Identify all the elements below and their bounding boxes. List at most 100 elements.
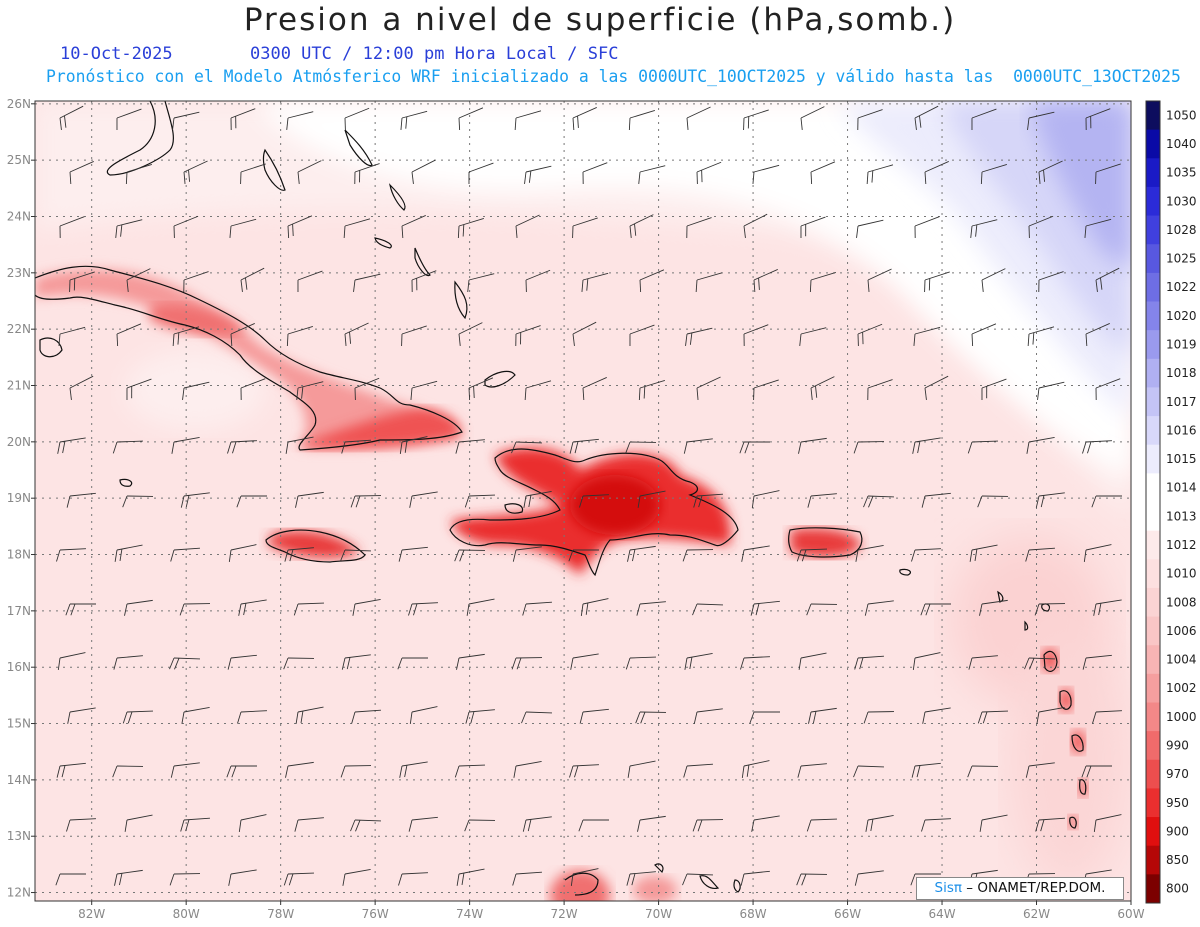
wind-barb xyxy=(512,546,542,562)
credit-box: Sisπ – ONAMET/REP.DOM. xyxy=(916,877,1124,900)
lat-label: 18N xyxy=(7,548,31,562)
wind-barb xyxy=(693,493,723,508)
wind-barb xyxy=(1085,323,1110,347)
wind-barb xyxy=(981,378,1007,401)
colorbar-label: 1013 xyxy=(1166,509,1197,523)
wind-barb xyxy=(524,165,552,184)
colorbar-swatch xyxy=(1146,788,1160,818)
wind-barb xyxy=(293,602,324,616)
wind-barb xyxy=(799,327,827,346)
wind-barb xyxy=(806,818,837,832)
wind-barb xyxy=(739,441,770,454)
wind-barb xyxy=(170,762,200,778)
wind-barb xyxy=(230,323,255,347)
wind-barb xyxy=(58,326,86,346)
colorbar-swatch xyxy=(1146,587,1160,618)
wind-barb xyxy=(170,547,200,562)
wind-barb xyxy=(465,709,495,724)
wind-barb xyxy=(572,321,597,346)
wind-barb xyxy=(515,214,540,238)
colorbar-label: 1004 xyxy=(1166,653,1197,667)
lon-label: 82W xyxy=(78,907,105,921)
lon-label: 60W xyxy=(1117,907,1144,921)
wind-barb xyxy=(181,707,210,724)
wind-barb xyxy=(525,269,551,293)
wind-barb xyxy=(297,160,322,184)
colorbar-label: 1014 xyxy=(1166,481,1197,495)
wind-barb xyxy=(124,599,153,616)
wind-barb xyxy=(638,165,666,184)
colorbar-label: 1018 xyxy=(1166,366,1197,380)
wind-barb xyxy=(686,106,711,130)
wind-barb xyxy=(753,379,779,401)
wind-barb xyxy=(411,159,436,184)
colorbar-label: 1019 xyxy=(1166,337,1197,351)
wind-barb xyxy=(344,107,370,131)
wind-barb xyxy=(1091,495,1122,508)
wind-barb xyxy=(636,601,666,616)
wind-barb xyxy=(66,818,96,832)
colorbar-swatch xyxy=(1146,702,1160,732)
wind-barb xyxy=(468,162,494,185)
wind-barb xyxy=(55,873,86,886)
wind-barb xyxy=(1082,654,1112,670)
wind-barb xyxy=(751,490,780,508)
wind-barb xyxy=(912,652,941,670)
wind-barb xyxy=(686,217,712,239)
colorbar-swatch xyxy=(1146,129,1160,159)
wind-barb xyxy=(240,378,266,401)
colorbar-label: 1000 xyxy=(1166,710,1197,724)
wind-barb xyxy=(696,376,721,400)
wind-barb xyxy=(625,441,657,454)
wind-barb xyxy=(401,325,427,347)
wind-barb xyxy=(115,219,143,238)
wind-barb xyxy=(692,603,723,616)
wind-barb xyxy=(397,657,428,670)
wind-barb xyxy=(411,270,437,293)
wind-barbs xyxy=(55,105,1122,886)
colorbar-label: 1010 xyxy=(1166,567,1197,581)
wind-barb xyxy=(810,161,836,185)
wind-barb xyxy=(523,491,552,508)
wind-barb xyxy=(580,598,609,616)
wind-barb xyxy=(522,601,552,616)
lon-label: 72W xyxy=(551,907,578,921)
wind-barb xyxy=(238,814,267,832)
latitude-axis-labels: 26N 25N 24N 23N 22N 21N 20N 19N 18N 17N 16N 15N 14N 1… xyxy=(7,97,35,900)
wind-barb xyxy=(410,380,438,400)
wind-barb xyxy=(228,869,257,886)
wind-barb xyxy=(126,268,151,292)
wind-barb xyxy=(683,438,713,454)
sispi-logo: Sisπ xyxy=(934,880,962,896)
wind-barb xyxy=(914,216,940,239)
wind-barb xyxy=(970,219,998,238)
wind-barb xyxy=(743,213,768,238)
wind-barb xyxy=(979,599,1008,616)
colorbar-label: 950 xyxy=(1166,796,1189,810)
wind-barb xyxy=(1095,378,1121,401)
wind-barb xyxy=(352,599,381,616)
colorbar-swatch xyxy=(1146,673,1160,703)
lat-label: 26N xyxy=(7,97,31,111)
wind-barb xyxy=(977,495,1009,508)
wind-barb xyxy=(124,814,153,832)
wind-barb xyxy=(183,271,209,293)
wind-barb xyxy=(740,656,770,670)
wind-barb xyxy=(692,819,724,832)
wind-barb xyxy=(800,106,825,130)
wind-barb xyxy=(240,267,265,292)
wind-barb xyxy=(796,873,828,886)
wind-barb xyxy=(1035,817,1065,832)
wind-barb xyxy=(695,272,723,293)
wind-barb xyxy=(409,706,438,724)
colorbar-swatch xyxy=(1146,874,1160,904)
colorbar-swatch xyxy=(1146,272,1160,302)
wind-barb xyxy=(854,655,884,670)
wind-barb xyxy=(806,603,838,616)
colorbar-swatch xyxy=(1146,502,1160,532)
wind-barb xyxy=(740,870,770,886)
wind-barb xyxy=(341,654,371,670)
lat-label: 12N xyxy=(7,886,31,900)
wind-barb xyxy=(513,761,542,778)
